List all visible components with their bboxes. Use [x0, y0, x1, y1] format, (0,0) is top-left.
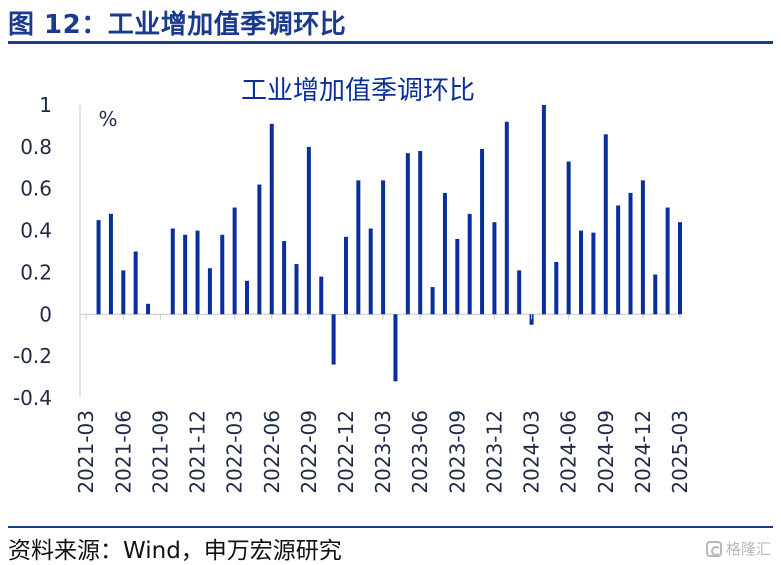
bar	[282, 241, 287, 315]
x-tick-labels: 2021-03 2021-06 2021-09 2021-12 2022-03 2022-…	[74, 314, 692, 494]
bar	[170, 228, 175, 315]
y-tick-label: 0.4	[20, 219, 52, 243]
bar	[294, 264, 299, 315]
bar-chart: 工业增加值季调环比 % -0.4 -0.2 0 0.2 0.4 0.6 0.8 1 2021-…	[13, 76, 692, 494]
y-tick-label: 0.2	[20, 260, 52, 284]
bar	[653, 274, 658, 315]
bar	[517, 270, 522, 315]
x-tick-label: 2021-03	[74, 410, 98, 494]
x-tick-label: 2022-09	[297, 410, 321, 494]
bar	[492, 222, 497, 315]
x-tick-label: 2025-03	[668, 410, 692, 494]
x-tick-label: 2021-06	[111, 410, 135, 494]
x-tick-label: 2022-12	[334, 410, 358, 494]
bar	[306, 146, 311, 315]
bar	[381, 180, 386, 315]
bar	[591, 232, 596, 315]
bar	[232, 207, 237, 315]
y-tick-label: 1	[39, 93, 52, 117]
bar	[133, 251, 138, 315]
bar	[640, 180, 645, 315]
bar	[442, 192, 447, 315]
bar	[616, 205, 621, 315]
bar	[418, 151, 423, 315]
bar	[579, 230, 584, 315]
bar	[665, 207, 670, 315]
bar	[405, 153, 410, 315]
bar	[343, 236, 348, 315]
unit-label: %	[98, 107, 117, 131]
bar	[331, 314, 336, 365]
watermark-text: 格隆汇	[725, 540, 771, 558]
bar	[480, 148, 485, 315]
x-tick-label: 2023-12	[482, 410, 506, 494]
bar	[603, 134, 608, 315]
bar	[678, 222, 682, 315]
bar	[245, 280, 250, 315]
y-tick-label: -0.4	[13, 386, 52, 410]
bar	[430, 287, 435, 315]
bar	[554, 261, 559, 315]
bar	[356, 180, 361, 315]
x-tick-label: 2024-12	[631, 410, 655, 494]
x-tick-label: 2022-06	[260, 410, 284, 494]
y-axis: -0.4 -0.2 0 0.2 0.4 0.6 0.8 1	[13, 93, 81, 410]
bar	[455, 238, 460, 315]
y-tick-label: -0.2	[13, 344, 52, 368]
figure-header: 图 12：工业增加值季调环比	[8, 10, 347, 40]
bar	[529, 314, 534, 325]
x-tick-label: 2021-12	[186, 410, 210, 494]
y-tick-label: 0.6	[20, 177, 52, 201]
y-tick-label: 0	[39, 302, 52, 326]
x-tick-label: 2023-09	[445, 410, 469, 494]
bar	[108, 213, 113, 315]
footer-divider	[8, 526, 773, 528]
bar	[183, 234, 188, 315]
bar	[566, 161, 571, 315]
source-note: 资料来源：Wind，申万宏源研究	[8, 538, 342, 564]
bar	[96, 220, 101, 315]
bar	[504, 121, 509, 315]
bar	[393, 314, 398, 382]
chart-container: 工业增加值季调环比 % -0.4 -0.2 0 0.2 0.4 0.6 0.8 1 2021-…	[0, 45, 781, 525]
bar-series	[96, 105, 682, 382]
bar	[195, 230, 200, 315]
x-tick-label: 2024-03	[520, 410, 544, 494]
y-tick-label: 0.8	[20, 135, 52, 159]
chart-title: 工业增加值季调环比	[241, 76, 475, 106]
bar	[207, 268, 212, 315]
x-tick-label: 2021-09	[148, 410, 172, 494]
watermark-logo-icon	[705, 540, 722, 557]
x-tick-label: 2024-06	[557, 410, 581, 494]
bar	[628, 192, 633, 315]
bar	[541, 105, 546, 315]
bar	[121, 270, 126, 315]
bar	[146, 303, 151, 315]
header-divider	[8, 41, 773, 44]
bar	[257, 184, 262, 315]
bar	[368, 228, 373, 315]
bar	[467, 213, 472, 315]
x-tick-label: 2023-03	[371, 410, 395, 494]
watermark: 格隆汇	[705, 538, 771, 559]
bar	[220, 234, 225, 315]
x-tick-label: 2023-06	[408, 410, 432, 494]
bar	[269, 123, 274, 315]
x-tick-label: 2024-09	[594, 410, 618, 494]
x-tick-label: 2022-03	[223, 410, 247, 494]
bar	[319, 276, 324, 315]
